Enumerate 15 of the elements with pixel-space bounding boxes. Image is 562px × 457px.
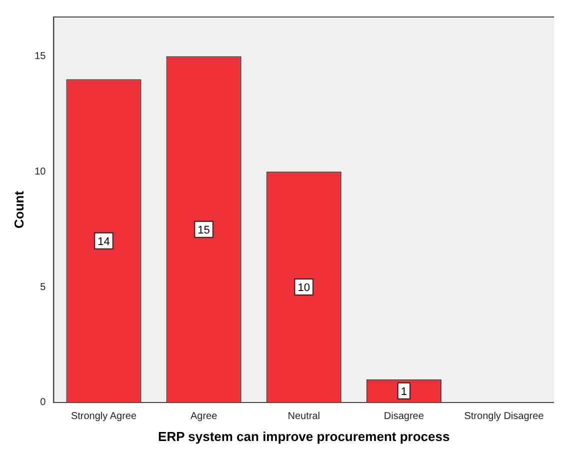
- x-tick-label: Disagree: [384, 411, 424, 422]
- y-axis-title: Count: [11, 190, 26, 228]
- y-tick-label: 5: [40, 282, 46, 293]
- data-label: 14: [98, 236, 110, 248]
- data-label: 10: [298, 282, 310, 294]
- x-tick-label: Neutral: [288, 411, 320, 422]
- x-axis-title: ERP system can improve procurement process: [158, 428, 450, 444]
- data-label: 1: [400, 386, 407, 398]
- x-tick-label: Strongly Agree: [70, 411, 137, 422]
- y-tick-label: 15: [34, 50, 46, 62]
- x-tick-label: Strongly Disagree: [464, 411, 544, 422]
- y-tick-label: 10: [34, 166, 46, 178]
- x-tick-label: Agree: [190, 411, 218, 422]
- data-label: 15: [198, 224, 210, 236]
- y-tick-label: 0: [40, 397, 46, 408]
